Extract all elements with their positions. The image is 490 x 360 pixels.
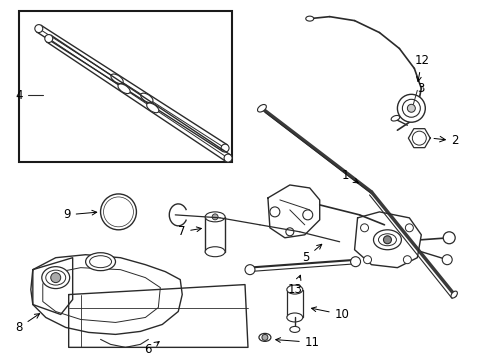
Ellipse shape <box>451 291 457 298</box>
Ellipse shape <box>287 285 303 294</box>
Ellipse shape <box>205 247 225 257</box>
Ellipse shape <box>90 256 112 268</box>
Ellipse shape <box>46 270 66 285</box>
Text: 13: 13 <box>287 275 302 296</box>
Ellipse shape <box>141 93 153 103</box>
Text: 7: 7 <box>178 225 201 238</box>
Circle shape <box>364 256 371 264</box>
Text: 6: 6 <box>145 342 159 356</box>
Ellipse shape <box>306 16 314 21</box>
Circle shape <box>442 255 452 265</box>
Circle shape <box>270 207 280 217</box>
Ellipse shape <box>373 230 401 250</box>
Circle shape <box>103 197 133 227</box>
Text: 2: 2 <box>451 134 459 147</box>
Ellipse shape <box>287 313 303 322</box>
Circle shape <box>350 257 361 267</box>
Ellipse shape <box>378 234 396 246</box>
Text: 3: 3 <box>417 82 425 95</box>
Circle shape <box>413 131 426 145</box>
Ellipse shape <box>118 84 130 94</box>
Text: 12: 12 <box>415 54 429 82</box>
Ellipse shape <box>290 327 300 332</box>
Bar <box>19 11 232 162</box>
Circle shape <box>361 224 368 232</box>
Circle shape <box>212 214 218 220</box>
Text: 5: 5 <box>302 244 322 264</box>
Circle shape <box>303 210 313 220</box>
Ellipse shape <box>86 253 116 271</box>
Circle shape <box>245 265 255 275</box>
Circle shape <box>112 205 125 219</box>
Circle shape <box>397 94 425 122</box>
Circle shape <box>35 24 43 32</box>
Text: 11: 11 <box>276 336 320 349</box>
Circle shape <box>403 256 412 264</box>
Ellipse shape <box>111 74 123 84</box>
Ellipse shape <box>258 104 267 112</box>
Bar <box>205 217 225 252</box>
Circle shape <box>384 236 392 244</box>
Circle shape <box>45 35 53 42</box>
Circle shape <box>224 154 232 162</box>
Ellipse shape <box>205 212 225 222</box>
Circle shape <box>107 201 129 223</box>
Circle shape <box>405 224 414 232</box>
Text: 1: 1 <box>342 168 358 183</box>
Bar <box>287 289 303 318</box>
Ellipse shape <box>391 116 400 121</box>
Circle shape <box>407 104 416 112</box>
Text: 9: 9 <box>63 208 97 221</box>
Circle shape <box>443 232 455 244</box>
Circle shape <box>402 99 420 117</box>
Circle shape <box>286 228 294 236</box>
Circle shape <box>262 334 268 340</box>
Ellipse shape <box>42 267 70 289</box>
Text: 8: 8 <box>16 314 40 334</box>
Circle shape <box>51 273 61 283</box>
Text: 10: 10 <box>312 307 349 321</box>
Ellipse shape <box>147 103 159 113</box>
Circle shape <box>100 194 136 230</box>
Circle shape <box>221 144 229 152</box>
Ellipse shape <box>259 333 271 341</box>
Text: 4: 4 <box>15 89 23 102</box>
Circle shape <box>110 203 127 221</box>
Circle shape <box>105 199 131 225</box>
